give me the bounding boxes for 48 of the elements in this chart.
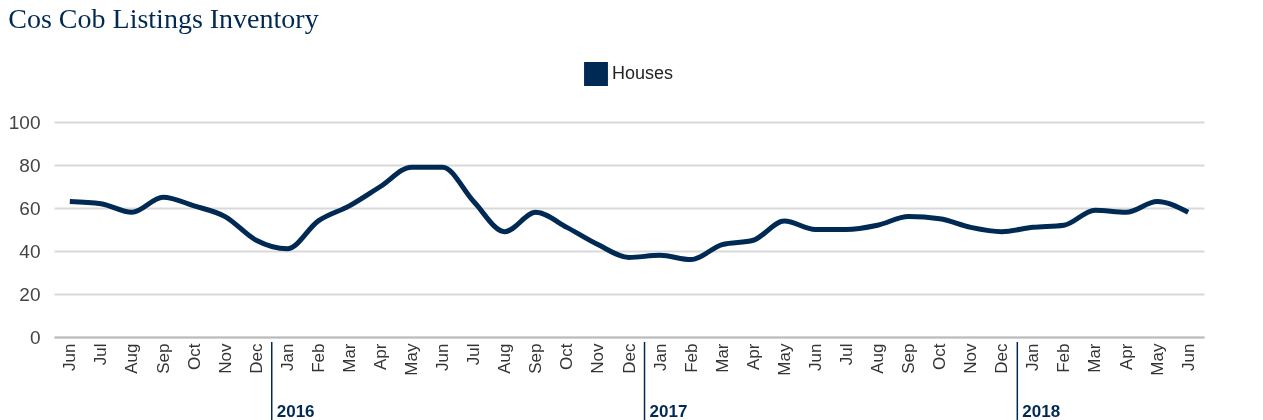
chart-title: Cos Cob Listings Inventory bbox=[8, 3, 319, 34]
text: 2016 bbox=[276, 402, 315, 420]
x-tick-label: Feb bbox=[1054, 343, 1074, 373]
x-tick-label: Mar bbox=[339, 343, 359, 373]
x-tick-label: Jan bbox=[277, 343, 297, 371]
y-tick-label: 60 bbox=[19, 197, 41, 219]
x-tick-label: Dec bbox=[992, 343, 1012, 374]
y-tick-label: 40 bbox=[19, 240, 41, 262]
x-tick-label: Apr bbox=[1116, 343, 1136, 370]
x-tick-label: Dec bbox=[246, 343, 266, 374]
x-tick-label: Apr bbox=[370, 343, 390, 370]
x-tick-label: Nov bbox=[588, 343, 608, 374]
legend-label: Houses bbox=[612, 63, 674, 83]
x-tick-label: May bbox=[774, 343, 794, 376]
y-tick-label: 100 bbox=[8, 111, 41, 133]
x-tick-label: Feb bbox=[308, 343, 328, 373]
x-tick-label: Sep bbox=[526, 343, 546, 374]
x-tick-label: Jun bbox=[805, 343, 825, 371]
x-tick-label: Mar bbox=[712, 343, 732, 373]
x-tick-label: Aug bbox=[495, 343, 515, 374]
x-tick-label: May bbox=[402, 343, 422, 376]
x-tick-label: Mar bbox=[1085, 343, 1105, 373]
x-tick-label: Jan bbox=[1023, 343, 1043, 371]
x-tick-label: Oct bbox=[184, 343, 204, 370]
x-tick-label: Jun bbox=[1178, 343, 1198, 371]
x-tick-label: Feb bbox=[681, 343, 701, 373]
x-tick-label: May bbox=[1147, 343, 1167, 376]
x-tick-label: Apr bbox=[743, 343, 763, 370]
y-tick-label: 20 bbox=[19, 283, 41, 305]
x-tick-label: Nov bbox=[961, 343, 981, 374]
x-tick-label: Oct bbox=[557, 343, 577, 370]
y-tick-label: 80 bbox=[19, 154, 41, 176]
x-tick-label: Jan bbox=[650, 343, 670, 371]
text: 2017 bbox=[649, 402, 688, 420]
x-tick-label: Jun bbox=[60, 343, 80, 371]
x-tick-label: Oct bbox=[930, 343, 950, 370]
x-tick-label: Aug bbox=[868, 343, 888, 374]
x-tick-label: Nov bbox=[215, 343, 235, 374]
text: 2018 bbox=[1022, 402, 1061, 420]
y-tick-label: 0 bbox=[29, 326, 41, 348]
x-tick-label: Sep bbox=[899, 343, 919, 374]
x-tick-label: Sep bbox=[153, 343, 173, 374]
x-tick-label: Aug bbox=[122, 343, 142, 374]
x-tick-label: Jul bbox=[836, 343, 856, 366]
x-tick-label: Jul bbox=[91, 343, 111, 366]
x-tick-label: Dec bbox=[619, 343, 639, 374]
x-tick-label: Jun bbox=[433, 343, 453, 371]
x-tick-label: Jul bbox=[464, 343, 484, 366]
